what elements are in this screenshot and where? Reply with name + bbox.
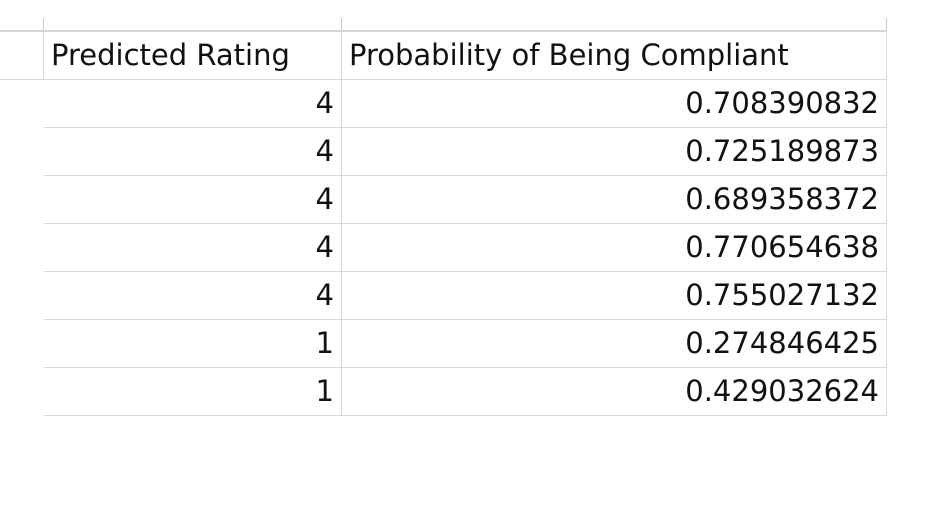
empty-cell[interactable] (0, 32, 44, 80)
probability-cell[interactable]: 0.429032624 (342, 368, 887, 416)
header-cell-predicted-rating[interactable]: Predicted Rating (44, 32, 342, 80)
rating-cell[interactable]: 1 (44, 368, 342, 416)
column-header-strip (0, 0, 887, 32)
column-divider[interactable] (43, 18, 44, 30)
rating-cell[interactable]: 4 (44, 272, 342, 320)
probability-cell[interactable]: 0.274846425 (342, 320, 887, 368)
empty-cell[interactable] (0, 80, 43, 127)
empty-cell[interactable] (0, 224, 43, 271)
rating-cell[interactable]: 4 (44, 176, 342, 224)
probability-cell[interactable]: 0.708390832 (342, 80, 887, 128)
empty-cell[interactable] (0, 368, 43, 415)
rating-cell[interactable]: 4 (44, 80, 342, 128)
column-divider[interactable] (341, 18, 342, 30)
rating-cell[interactable]: 4 (44, 128, 342, 176)
probability-cell[interactable]: 0.770654638 (342, 224, 887, 272)
rating-cell[interactable]: 4 (44, 224, 342, 272)
column-divider[interactable] (886, 18, 887, 30)
empty-cell[interactable] (0, 176, 43, 223)
probability-cell[interactable]: 0.725189873 (342, 128, 887, 176)
header-cell-probability[interactable]: Probability of Being Compliant (342, 32, 887, 80)
probability-cell[interactable]: 0.755027132 (342, 272, 887, 320)
empty-cell[interactable] (0, 128, 43, 175)
empty-cell[interactable] (0, 272, 43, 319)
column-header-border (0, 30, 887, 32)
empty-cell[interactable] (0, 320, 43, 367)
probability-cell[interactable]: 0.689358372 (342, 176, 887, 224)
rating-cell[interactable]: 1 (44, 320, 342, 368)
